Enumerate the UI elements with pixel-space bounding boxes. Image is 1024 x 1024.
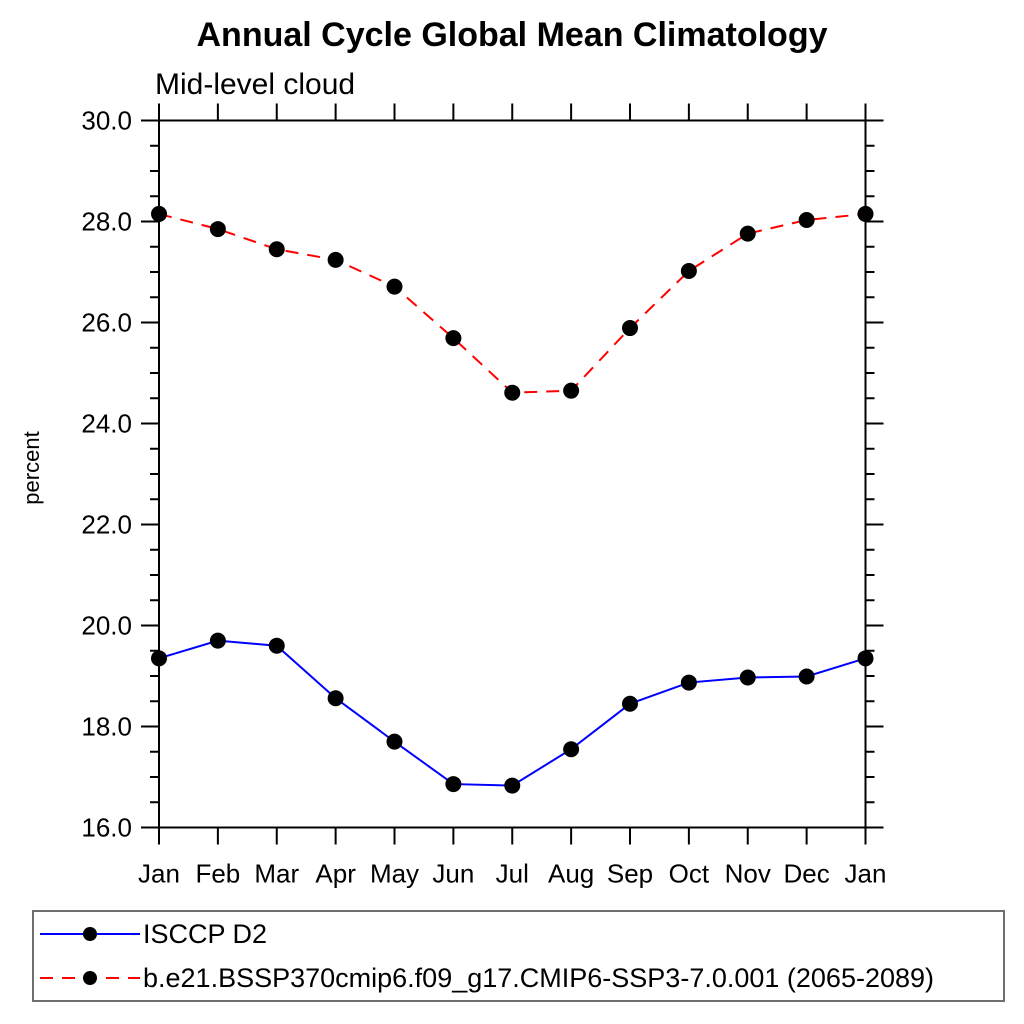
- y-tick-label: 26.0: [81, 308, 132, 338]
- legend-line-sample: [40, 927, 140, 941]
- x-tick-label: Mar: [254, 859, 299, 889]
- y-tick-label: 24.0: [81, 409, 132, 439]
- legend-marker: [83, 927, 97, 941]
- x-tick-label: Apr: [315, 859, 356, 889]
- x-tick-label: May: [370, 859, 419, 889]
- data-point: [798, 668, 815, 685]
- y-tick-label: 16.0: [81, 813, 132, 843]
- legend-marker: [83, 971, 97, 985]
- data-point: [680, 262, 697, 279]
- data-point: [209, 632, 226, 649]
- data-point: [209, 221, 226, 238]
- legend-item: b.e21.BSSP370cmip6.f09_g17.CMIP6-SSP3-7.…: [34, 956, 1003, 1000]
- data-point: [386, 278, 403, 295]
- plot-frame: [158, 119, 867, 829]
- data-point: [268, 241, 285, 258]
- data-point: [504, 384, 521, 401]
- data-point: [268, 637, 285, 654]
- plot-area: 16.0 18.0 20.0 22.0 24.0 26.0 28.0 30.0 Jan Feb Ma…: [81, 103, 887, 889]
- x-tick-label: Sep: [607, 859, 653, 889]
- data-point: [622, 695, 638, 712]
- data-point: [563, 382, 580, 399]
- data-point: [857, 205, 874, 222]
- series-line-0: [158, 639, 866, 787]
- data-point: [739, 669, 756, 686]
- data-point: [739, 225, 756, 242]
- legend-line-sample: [40, 971, 140, 985]
- x-tick-label: Feb: [195, 859, 240, 889]
- data-point: [504, 777, 521, 794]
- y-tick-label: 18.0: [81, 712, 132, 742]
- x-tick-label: Nov: [725, 859, 771, 889]
- data-point: [151, 650, 167, 667]
- legend: ISCCP D2 b.e21.BSSP370cmip6.f09_g17.CMIP…: [32, 910, 1005, 1002]
- data-point: [445, 776, 462, 793]
- x-tick-label: Dec: [784, 859, 830, 889]
- chart-subtitle: Mid-level cloud: [155, 68, 356, 101]
- series-line-1: [158, 212, 866, 394]
- data-point: [327, 251, 344, 268]
- data-point: [798, 211, 815, 228]
- data-point: [563, 741, 580, 758]
- x-tick-label: Jan: [845, 859, 887, 889]
- data-point: [151, 205, 167, 222]
- y-tick-label: 28.0: [81, 207, 132, 237]
- x-tick-label: Jan: [138, 859, 180, 889]
- data-point: [680, 674, 697, 691]
- legend-label: ISCCP D2: [143, 918, 268, 949]
- data-point: [622, 320, 638, 337]
- chart-title: Annual Cycle Global Mean Climatology: [196, 16, 828, 54]
- data-point: [386, 733, 403, 750]
- legend-label: b.e21.BSSP370cmip6.f09_g17.CMIP6-SSP3-7.…: [143, 962, 935, 993]
- y-tick-label: 30.0: [81, 106, 132, 136]
- data-point: [445, 330, 462, 347]
- data-point: [857, 650, 874, 667]
- x-tick-label: Oct: [669, 859, 710, 889]
- legend-item: ISCCP D2: [34, 912, 1003, 956]
- y-tick-label: 20.0: [81, 611, 132, 641]
- y-tick-label: 22.0: [81, 510, 132, 540]
- x-tick-label: Aug: [548, 859, 594, 889]
- x-tick-label: Jul: [496, 859, 529, 889]
- data-point: [327, 690, 344, 707]
- x-tick-label: Jun: [432, 859, 474, 889]
